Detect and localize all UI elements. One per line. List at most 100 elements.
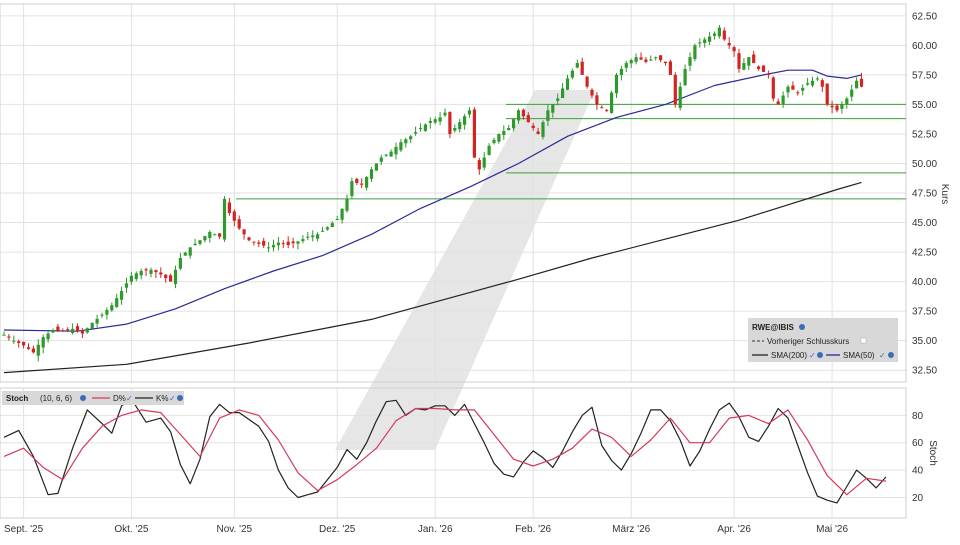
candle-body [482, 157, 486, 168]
candle-body [115, 298, 119, 308]
candle-body [271, 244, 276, 248]
candle-body [159, 272, 163, 275]
candle-body [335, 218, 339, 220]
candle-body [46, 333, 50, 340]
candle-body [394, 146, 398, 155]
legend-prev-close-toggle[interactable] [860, 337, 867, 344]
candle-body [585, 76, 589, 87]
candle-body [634, 57, 638, 62]
candle-body [134, 273, 138, 280]
candle-body [801, 87, 805, 91]
candle-body [36, 344, 40, 356]
candle-body [404, 139, 408, 144]
candle-body [252, 241, 256, 243]
candle-body [399, 142, 403, 151]
price-tick-label: 32.50 [912, 366, 937, 377]
candle-body [536, 131, 540, 134]
candle-body [791, 85, 795, 90]
candle-body [492, 139, 496, 143]
x-axis-label: Jan. '26 [418, 524, 453, 535]
candle-body [859, 78, 864, 87]
candle-body [840, 104, 844, 109]
candle-body [183, 252, 187, 256]
watermark-logo-icon [335, 90, 595, 450]
x-axis-label: Dez. '25 [319, 524, 356, 535]
candle-body [614, 74, 619, 94]
stoch-k-settings-icon[interactable] [177, 395, 183, 401]
candlesticks [2, 24, 864, 362]
candle-body [75, 326, 80, 332]
candle-body [570, 70, 574, 78]
candle-body [169, 275, 173, 282]
price-legend: RWE@IBIS Vorheriger Schlusskurs SMA(200)… [748, 318, 898, 362]
candle-body [781, 95, 785, 104]
candle-body [325, 227, 329, 230]
price-tick-label: 37.50 [912, 307, 937, 318]
stoch-legend: Stoch (10, 6, 6) D% ✓ K% ✓ [2, 391, 184, 405]
legend-sma200-settings-icon[interactable] [817, 352, 823, 358]
candle-body [90, 322, 94, 329]
candle-body [472, 109, 476, 158]
stoch-d-check-icon[interactable]: ✓ [126, 394, 133, 403]
candle-body [590, 89, 594, 96]
legend-sma50-check-icon[interactable]: ✓ [879, 351, 886, 360]
candle-body [340, 208, 344, 220]
candle-body [369, 169, 374, 179]
candle-body [144, 269, 148, 271]
candle-body [139, 270, 143, 276]
candle-body [703, 39, 707, 43]
candle-body [164, 274, 168, 279]
legend-sma200-check-icon[interactable]: ✓ [809, 351, 816, 360]
candle-body [365, 177, 369, 188]
legend-sma50-settings-icon[interactable] [888, 352, 894, 358]
candle-body [218, 233, 222, 237]
candle-body [497, 133, 501, 142]
candle-body [360, 183, 364, 185]
candle-body [374, 163, 378, 171]
candle-body [600, 107, 604, 109]
stoch-axis-ticks: 20 40 60 80 [912, 411, 924, 504]
stoch-grid [0, 388, 906, 518]
candle-body [129, 275, 133, 282]
candle-body [193, 243, 197, 245]
candle-body [820, 80, 824, 87]
stoch-settings-icon[interactable] [80, 395, 86, 401]
candle-body [301, 239, 305, 242]
candle-body [242, 229, 246, 235]
candle-body [815, 78, 819, 80]
legend-sma200: SMA(200) [771, 351, 807, 360]
price-axis-ticks: 32.50 35.00 37.50 40.00 42.50 45.00 47.50 50.00… [912, 11, 937, 376]
stoch-tick-label: 40 [912, 466, 924, 477]
candle-body [556, 98, 560, 101]
candle-body [311, 235, 315, 238]
legend-sma50: SMA(50) [843, 351, 875, 360]
legend-symbol-settings-icon[interactable] [799, 324, 805, 330]
candle-body [345, 198, 349, 211]
candle-body [227, 202, 231, 214]
candle-body [487, 145, 491, 155]
candle-body [712, 33, 717, 36]
candle-body [198, 240, 202, 244]
candle-body [757, 66, 761, 69]
candle-body [722, 30, 726, 40]
candle-body [649, 59, 653, 61]
candle-body [673, 74, 677, 105]
candle-body [428, 120, 432, 123]
candle-body [110, 305, 114, 311]
stoch-k-check-icon[interactable]: ✓ [169, 394, 176, 403]
candle-body [66, 329, 70, 331]
candle-body [605, 109, 609, 111]
stoch-lines [3, 398, 887, 504]
candle-body [516, 110, 521, 121]
candle-body [154, 270, 158, 273]
sma200-path [3, 181, 862, 374]
candle-body [727, 42, 731, 46]
candle-body [320, 230, 325, 232]
candle-body [855, 80, 859, 89]
candle-body [291, 241, 295, 244]
candle-body [414, 132, 418, 134]
candle-body [502, 130, 506, 136]
candle-body [120, 291, 124, 300]
candle-body [247, 237, 251, 241]
